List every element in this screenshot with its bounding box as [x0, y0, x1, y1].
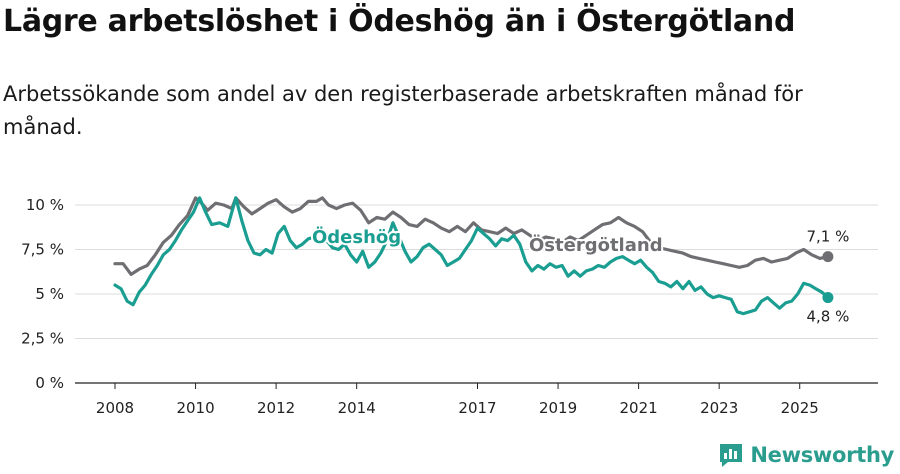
y-tick-label: 0 %	[35, 374, 64, 392]
y-axis: 0 % 2,5 % 5 % 7,5 % 10 %	[21, 196, 64, 392]
brand-name: Newsworthy	[750, 443, 894, 467]
y-tick-label: 2,5 %	[21, 330, 64, 348]
odeshog-end-dot	[822, 292, 834, 304]
x-tick-label: 2019	[539, 399, 577, 417]
series-lines	[113, 196, 830, 316]
ostergotland-series-label: Östergötland	[529, 234, 663, 256]
ostergotland-end-dot	[822, 251, 834, 263]
x-tick-label: 2017	[458, 399, 496, 417]
chart-subtitle: Arbetssökande som andel av den registerb…	[3, 82, 803, 139]
odeshog-line	[113, 196, 830, 316]
y-tick-label: 7,5 %	[21, 241, 64, 259]
x-tick-label: 2025	[781, 399, 819, 417]
x-tick-label: 2008	[96, 399, 134, 417]
series-labels: Östergötland Ödeshög	[310, 224, 665, 258]
x-tick-label: 2021	[620, 399, 658, 417]
chart-title: Lägre arbetslöshet i Ödeshög än i Österg…	[3, 4, 796, 39]
y-tick-label: 10 %	[26, 196, 64, 214]
y-tick-label: 5 %	[35, 285, 64, 303]
x-tick-label: 2012	[257, 399, 295, 417]
ostergotland-line	[113, 196, 830, 276]
end-markers: 7,1 % 4,8 %	[806, 228, 849, 326]
odeshog-series-label: Ödeshög	[312, 226, 401, 248]
gridlines	[75, 204, 878, 339]
newsworthy-logo: Newsworthy	[718, 440, 894, 470]
x-tick-label: 2014	[338, 399, 376, 417]
x-tick-label: 2023	[700, 399, 738, 417]
x-axis: 2008 2010 2012 2014 2017 2019 2021 2023 2025	[75, 382, 878, 417]
ostergotland-end-label: 7,1 %	[806, 228, 849, 246]
newsworthy-icon	[720, 444, 743, 467]
odeshog-end-label: 4,8 %	[806, 308, 849, 326]
x-tick-label: 2010	[176, 399, 214, 417]
